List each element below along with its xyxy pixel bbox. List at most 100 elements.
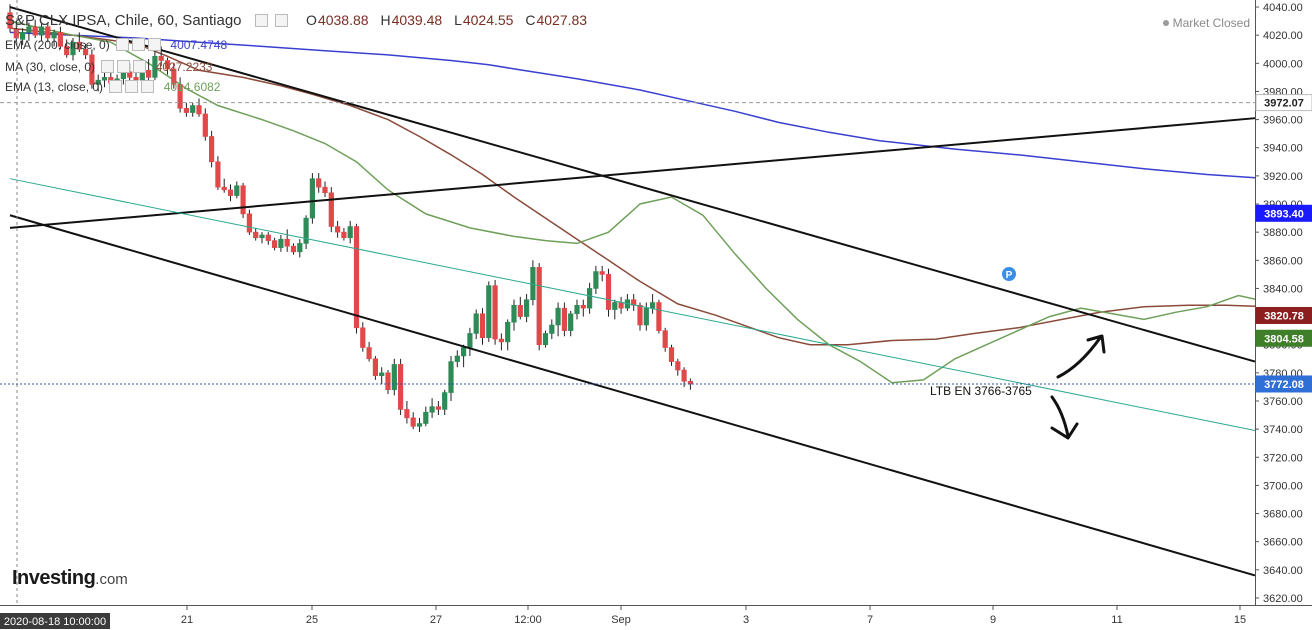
candle	[479, 308, 486, 345]
rising-line	[9, 117, 1256, 229]
candle-body	[448, 361, 454, 393]
candle-body	[240, 185, 246, 215]
candle	[253, 227, 259, 241]
candle-body	[549, 324, 555, 334]
candle	[656, 299, 662, 334]
price-tick-label: 3760.00	[1263, 396, 1303, 408]
candle-body	[246, 213, 253, 233]
candle-body	[599, 271, 605, 275]
candle-body	[391, 364, 397, 391]
price-tick-label: 3860.00	[1263, 255, 1303, 267]
candle	[473, 309, 479, 340]
indicator-lines	[9, 20, 1312, 384]
candle-body	[366, 347, 372, 360]
candle	[196, 98, 202, 117]
candle	[612, 299, 618, 320]
candle	[190, 102, 196, 117]
candle-body	[303, 217, 309, 244]
candle	[586, 282, 593, 314]
candle	[549, 319, 555, 340]
candle-body	[505, 321, 511, 343]
time-tick-label: 9	[990, 614, 996, 626]
candle	[605, 268, 612, 317]
candle-body	[278, 238, 284, 248]
candle-body	[517, 305, 523, 317]
candle-body	[202, 113, 208, 137]
candle-body	[643, 307, 649, 326]
candle-body	[410, 417, 416, 427]
candle-body	[498, 338, 505, 343]
candle-body	[209, 136, 215, 163]
candle	[328, 187, 334, 233]
candle	[580, 299, 586, 317]
candle-body	[442, 392, 448, 410]
candle	[57, 26, 63, 50]
candle-body	[95, 79, 101, 85]
candle	[334, 220, 341, 238]
candle-body	[196, 105, 202, 115]
candle-body	[605, 274, 612, 310]
candle-body	[353, 226, 360, 329]
candle-body	[479, 313, 486, 338]
candle	[215, 156, 221, 190]
candle	[397, 358, 404, 416]
candle	[568, 310, 574, 337]
price-tick-label: 3640.00	[1263, 565, 1303, 577]
crosshair-time-box	[0, 613, 110, 629]
candle-body	[675, 361, 681, 371]
candle	[505, 319, 511, 351]
logo-name: Investing	[12, 567, 96, 589]
crosshair-time-label: 2020-08-18 10:00:00	[4, 616, 106, 628]
candle	[649, 294, 656, 314]
down-arrow-icon	[1050, 395, 1070, 438]
candle-body	[265, 234, 271, 241]
candle-body	[127, 71, 133, 78]
candle-body	[177, 84, 183, 109]
candle	[423, 406, 429, 427]
price-tick-label: 4020.00	[1263, 30, 1303, 42]
candle	[555, 302, 561, 337]
price-label-value: 3820.78	[1264, 310, 1304, 322]
market-status: Market Closed	[1162, 16, 1250, 30]
candle	[385, 370, 391, 394]
candle	[523, 294, 530, 323]
candle	[177, 77, 183, 113]
candle-body	[580, 305, 586, 309]
candle-body	[164, 60, 171, 70]
candle-body	[38, 26, 45, 36]
candle	[284, 229, 290, 252]
up-arrowhead-icon	[1086, 334, 1106, 354]
candle-body	[309, 178, 316, 219]
candle-body	[372, 358, 379, 376]
candle	[366, 341, 372, 362]
candle-body	[523, 299, 530, 317]
candle-body	[51, 32, 57, 39]
candle	[13, 21, 19, 43]
investing-logo[interactable]: Investing.com	[12, 567, 128, 590]
candle-body	[334, 226, 341, 233]
candle-body	[221, 186, 227, 191]
candle	[45, 22, 51, 43]
candle-body	[416, 423, 423, 427]
price-axis: 3620.00 3640.00 3660.00 3680.00 3700.00 3720.…	[1255, 0, 1312, 630]
candle	[322, 181, 328, 197]
candle	[209, 130, 215, 168]
candle	[70, 37, 76, 61]
price-tick-label: 3840.00	[1263, 283, 1303, 295]
candle	[303, 215, 309, 250]
candle-body	[83, 48, 89, 56]
price-tick-label: 3720.00	[1263, 452, 1303, 464]
candle-body	[152, 55, 158, 78]
candle-body	[555, 307, 561, 326]
candle	[152, 49, 158, 81]
pattern-marker-letter: P	[1006, 270, 1013, 281]
candle	[309, 173, 316, 224]
candle-body	[681, 369, 687, 382]
candle	[265, 232, 271, 245]
candle	[410, 412, 416, 430]
time-tick-label: 12:00	[514, 614, 542, 626]
ma30-line	[9, 27, 1312, 346]
candle	[171, 63, 177, 89]
candle	[372, 355, 379, 380]
